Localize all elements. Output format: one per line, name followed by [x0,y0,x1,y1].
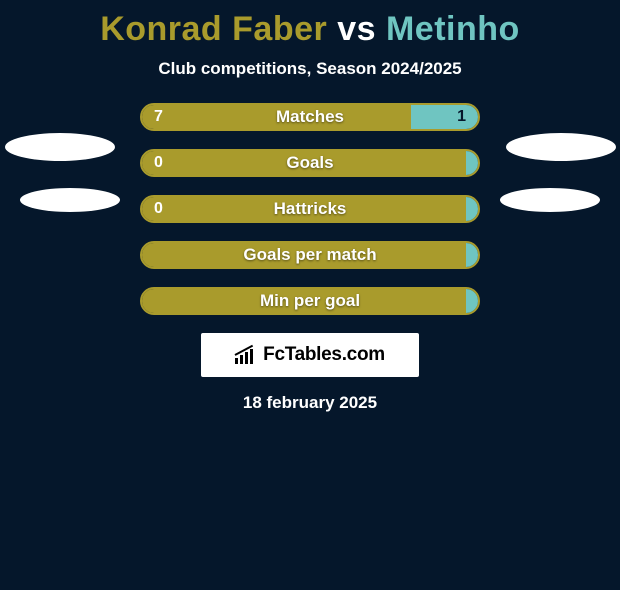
brand-text: FcTables.com [263,344,385,366]
brand-badge: FcTables.com [201,333,419,377]
deco-ellipse [506,133,616,161]
deco-ellipse [20,188,120,212]
title-player1: Konrad Faber [100,10,327,48]
subtitle: Club competitions, Season 2024/2025 [0,59,620,79]
bar-row-goals-per-match: Goals per match [140,241,480,269]
title-vs: vs [327,10,386,48]
bar-row-min-per-goal: Min per goal [140,287,480,315]
bar-row-matches: 7 1 Matches [140,103,480,131]
bar-left-value: 7 [142,105,411,129]
bar-right-value [466,243,478,267]
bar-left-value [142,289,466,313]
comparison-bars: 7 1 Matches 0 Goals 0 Hattricks Goals pe… [140,103,480,315]
chart-icon [235,346,257,364]
title-player2: Metinho [386,10,520,48]
bar-right-value [466,289,478,313]
bar-row-goals: 0 Goals [140,149,480,177]
deco-ellipse [500,188,600,212]
deco-ellipse [5,133,115,161]
bar-row-hattricks: 0 Hattricks [140,195,480,223]
page-title: Konrad Faber vs Metinho [0,10,620,49]
bar-right-value [466,197,478,221]
bar-right-value: 1 [411,105,478,129]
bar-left-value: 0 [142,151,466,175]
bar-left-value: 0 [142,197,466,221]
date-label: 18 february 2025 [0,393,620,413]
bar-left-value [142,243,466,267]
bar-right-value [466,151,478,175]
